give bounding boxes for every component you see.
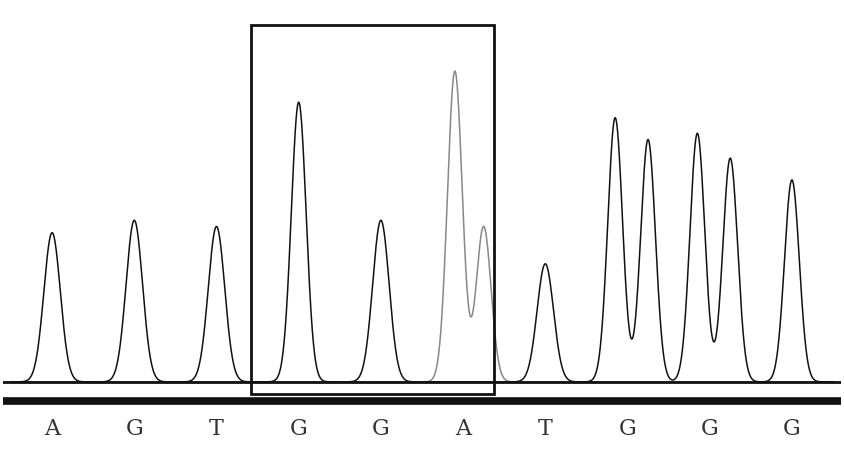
Text: A: A [455, 418, 471, 439]
Text: G: G [126, 418, 143, 439]
Text: A: A [44, 418, 60, 439]
Text: G: G [372, 418, 390, 439]
Text: G: G [289, 418, 307, 439]
Text: G: G [619, 418, 636, 439]
Text: G: G [783, 418, 801, 439]
Text: T: T [209, 418, 224, 439]
Bar [251, 24, 495, 394]
Text: T: T [538, 418, 553, 439]
Text: G: G [701, 418, 718, 439]
